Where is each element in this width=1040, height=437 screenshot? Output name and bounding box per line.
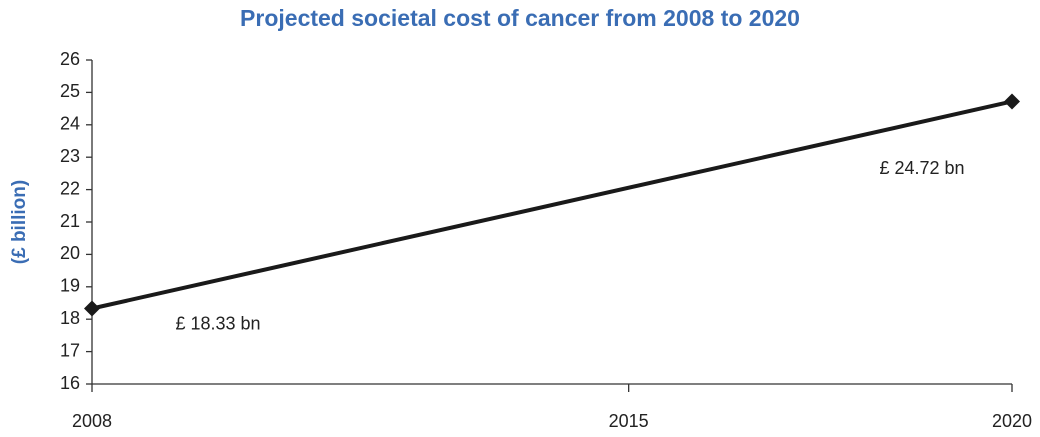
y-tick-label: 17 [60, 340, 80, 360]
y-tick-label: 21 [60, 211, 80, 231]
chart-title: Projected societal cost of cancer from 2… [240, 5, 800, 31]
y-tick-label: 23 [60, 146, 80, 166]
y-tick-label: 19 [60, 276, 80, 296]
x-tick-label: 2020 [992, 411, 1032, 431]
y-tick-label: 22 [60, 178, 80, 198]
y-tick-label: 18 [60, 308, 80, 328]
y-tick-label: 26 [60, 49, 80, 69]
y-tick-label: 16 [60, 373, 80, 393]
x-tick-label: 2015 [609, 411, 649, 431]
line [91, 99, 1013, 311]
data-label: £ 18.33 bn [175, 313, 260, 333]
x-tick-label: 2008 [72, 411, 112, 431]
y-tick-label: 24 [60, 114, 80, 134]
y-tick-label: 25 [60, 81, 80, 101]
data-label: £ 24.72 bn [879, 158, 964, 178]
y-tick-label: 20 [60, 243, 80, 263]
marker [84, 300, 100, 317]
marker [1004, 93, 1020, 110]
y-axis-label: (£ billion) [9, 180, 30, 264]
